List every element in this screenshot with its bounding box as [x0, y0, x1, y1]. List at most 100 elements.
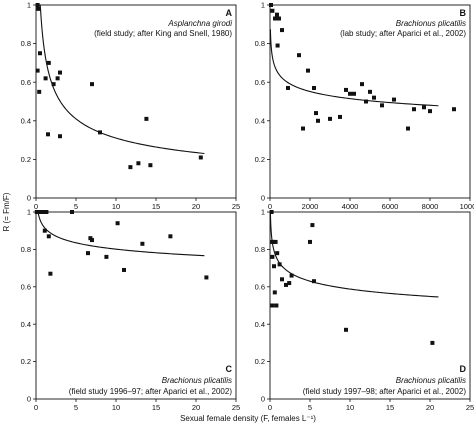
- panel-d-data-point: [272, 264, 276, 269]
- panel-b-data-point: [316, 118, 320, 123]
- panel-a-y-tick-label: 0.8: [21, 39, 31, 48]
- panel-a-y-tick-label: 1: [27, 1, 31, 10]
- panel-c-data-point: [115, 221, 120, 226]
- panel-b-y-tick-label: 0: [261, 194, 265, 203]
- panel-a-data-point: [58, 134, 62, 139]
- panel-b-data-point: [314, 111, 318, 116]
- panel-d-species: Brachionus plicatilis: [396, 376, 466, 385]
- panel-c-data-point: [46, 234, 51, 239]
- panel-c-fit-curve: [36, 211, 205, 257]
- panel-a-data-point: [55, 76, 60, 81]
- panel-a-caption: (field study; after King and Snell, 1980…: [94, 29, 232, 38]
- panel-d-data-point: [277, 262, 282, 267]
- panel-b-data-point: [301, 126, 305, 131]
- panel-a-y-tick-label: 0: [27, 194, 31, 203]
- panel-c-data-point: [39, 210, 44, 214]
- panel-d-caption: (field study 1997–98; after Aparici et a…: [303, 387, 467, 396]
- panel-d-x-tick-label: 0: [268, 403, 272, 412]
- panel-c-data-point: [70, 210, 74, 214]
- panel-d-data-point: [287, 281, 292, 286]
- panel-b-data-point: [368, 89, 372, 94]
- panel-b-data-point: [372, 95, 376, 100]
- panel-d-data-point: [269, 210, 274, 214]
- panel-a-x-tick-label: 5: [74, 202, 78, 211]
- panel-d-data-point: [344, 327, 348, 332]
- panel-b-species: Brachionus plicatilis: [396, 19, 466, 28]
- panel-a-data-point: [58, 70, 62, 75]
- panel-a-data-point: [38, 51, 42, 56]
- panel-b-data-point: [392, 97, 396, 102]
- panel-c-x-tick-label: 15: [152, 403, 160, 412]
- panel-b-data-point: [275, 43, 280, 48]
- panel-d-data-point: [289, 273, 294, 278]
- panel-d-frame: [269, 211, 471, 400]
- panel-a-frame: [35, 4, 237, 199]
- panel-b-data-point: [328, 116, 332, 121]
- panel-c-data-point: [86, 251, 90, 256]
- panel-d-x-tick-label: 25: [466, 403, 474, 412]
- panel-b-y-tick-label: 0.4: [255, 116, 265, 125]
- panel-c-data-point: [48, 271, 53, 276]
- panel-b-caption: (lab study; after Aparici et al., 2002): [340, 29, 466, 38]
- panel-c-letter: C: [226, 364, 233, 374]
- panel-d-y-tick-label: 0.4: [255, 320, 265, 329]
- x-axis-label: Sexual female density (F, females L⁻¹): [180, 414, 316, 423]
- panel-d-data-point: [274, 303, 279, 308]
- panel-b-x-tick-label: 8000: [422, 202, 439, 211]
- panel-d-data-point: [280, 277, 284, 282]
- panel-b-fit-curve: [269, 29, 439, 107]
- panel-b-frame: [269, 4, 471, 199]
- panel-d-data-point: [308, 239, 312, 244]
- panel-d-y-tick-label: 0.8: [255, 245, 265, 254]
- panel-d-y-tick-label: 0.6: [255, 282, 265, 291]
- panel-b-data-point: [360, 82, 364, 87]
- panel-a-x-tick-label: 20: [192, 202, 200, 211]
- panel-b-letter: B: [460, 8, 467, 18]
- panel-c-y-tick-label: 0: [27, 395, 31, 404]
- panel-c-species: Brachionus plicatilis: [162, 376, 232, 385]
- panel-d-data-point: [271, 239, 276, 244]
- panel-d-data-point: [284, 282, 288, 287]
- panel-c-y-tick-label: 1: [27, 208, 31, 217]
- panel-a-letter: A: [226, 8, 233, 18]
- panel-d-data-point: [272, 290, 277, 295]
- panel-b-data-point: [273, 16, 277, 21]
- panel-b-data-point: [286, 85, 290, 90]
- panel-b-data-point: [406, 126, 410, 131]
- panel-a-data-point: [198, 155, 203, 160]
- panel-b-y-tick-label: 0.8: [255, 39, 265, 48]
- panel-a-x-tick-label: 15: [152, 202, 160, 211]
- panel-d-y-tick-label: 0.2: [255, 357, 265, 366]
- panel-d-fit-curve: [269, 212, 439, 298]
- panel-a-x-tick-label: 0: [34, 202, 38, 211]
- panel-d: 0 5 10 15 20 25 0 0.2 0.4 0.6 0.8 1 D Brachionus plic…: [255, 208, 474, 412]
- panel-b-data-point: [297, 53, 301, 58]
- panel-a-x-tick-label: 25: [232, 202, 240, 211]
- panel-c-data-point: [168, 234, 173, 239]
- panel-a-data-point: [148, 163, 153, 168]
- panel-a-data-point: [46, 60, 51, 65]
- panel-b-x-tick-label: 4000: [342, 202, 359, 211]
- panel-b-data-point: [422, 105, 426, 110]
- panel-a-y-tick-label: 0.2: [21, 155, 31, 164]
- panel-c-data-point: [90, 238, 94, 243]
- panel-b-data-point: [380, 103, 384, 108]
- panel-c-x-tick-label: 5: [74, 403, 78, 412]
- panel-a-species: Asplanchna girodi: [167, 19, 232, 28]
- panel-c-data-point: [42, 210, 46, 214]
- y-axis-label: R (= Fm/F): [2, 192, 11, 231]
- panel-b-x-tick-label: 0: [268, 202, 272, 211]
- panel-c-y-tick-label: 0.4: [21, 320, 31, 329]
- panel-b-data-point: [352, 91, 356, 96]
- panel-b-data-point: [428, 109, 432, 114]
- panel-d-data-point: [310, 223, 315, 228]
- panel-d-x-tick-label: 15: [386, 403, 394, 412]
- panel-b-data-point: [452, 107, 456, 112]
- panel-c-y-tick-label: 0.8: [21, 245, 31, 254]
- panel-b-x-tick-label: 6000: [382, 202, 399, 211]
